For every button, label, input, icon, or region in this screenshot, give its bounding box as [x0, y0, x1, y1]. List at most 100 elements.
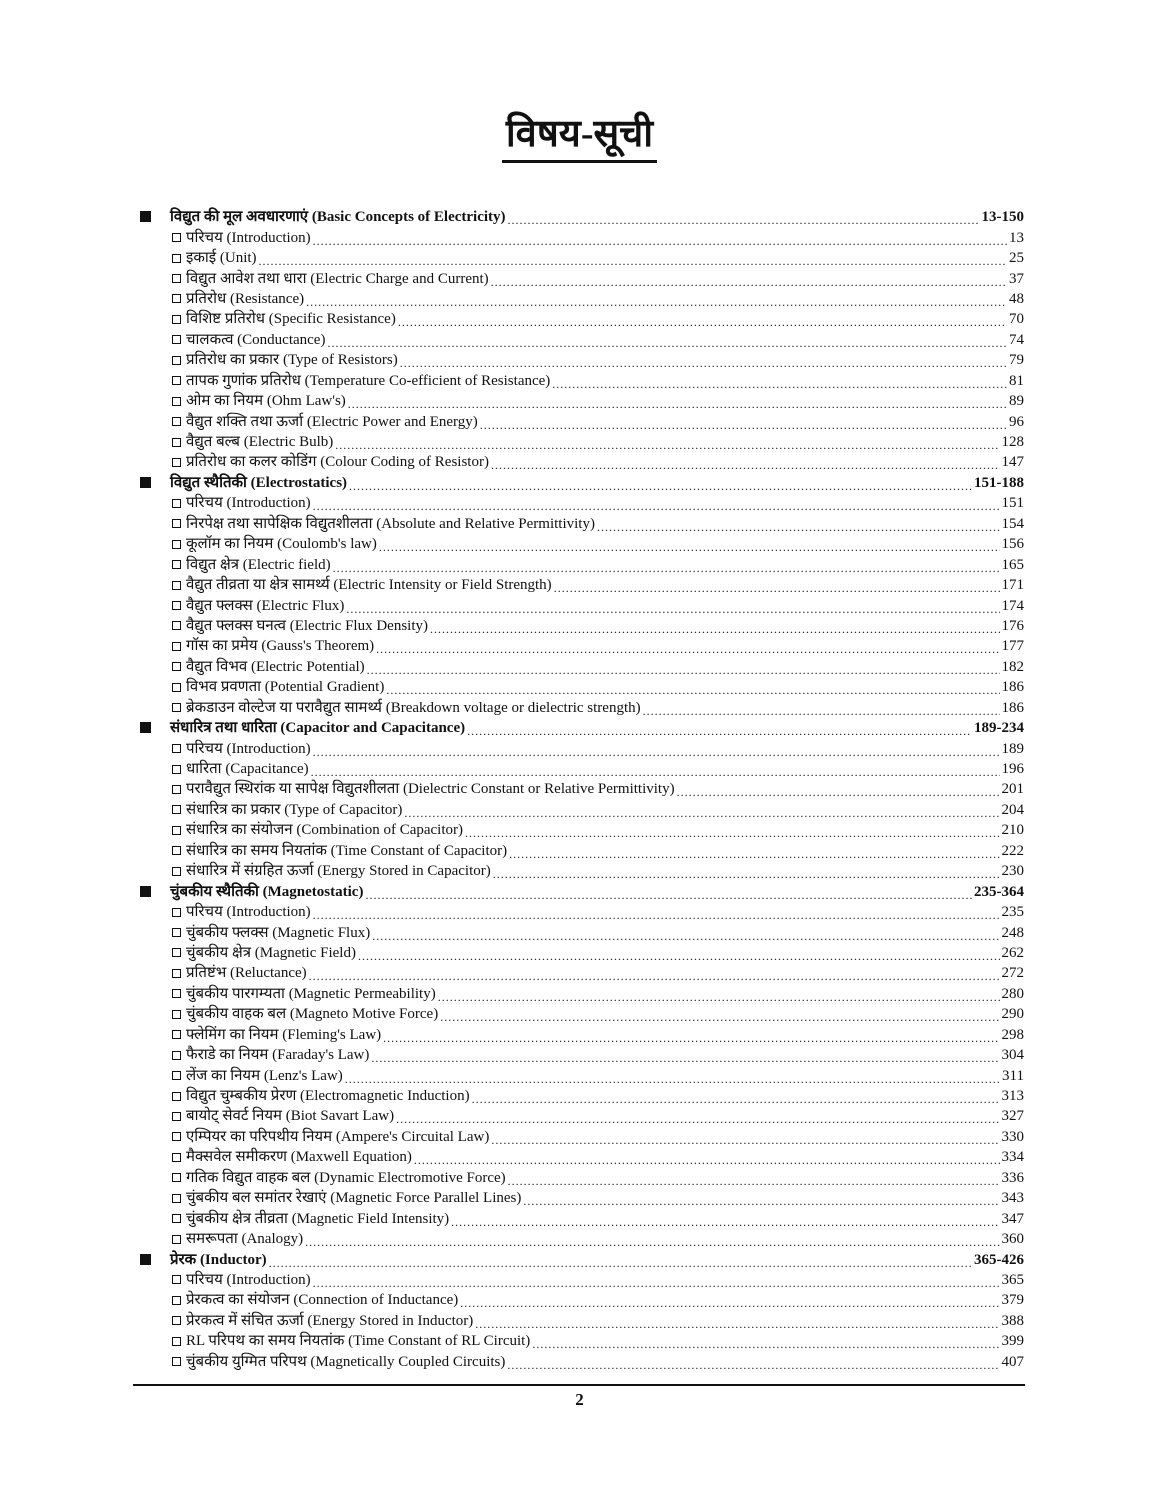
toc-item-row[interactable]: प्रतिरोध का प्रकार (Type of Resistors) 79 — [134, 350, 1024, 370]
toc-item-row[interactable]: परिचय (Introduction) 235 — [134, 902, 1024, 922]
item-page: 156 — [1001, 536, 1025, 553]
toc-item-row[interactable]: परिचय (Introduction) 13 — [134, 227, 1024, 247]
toc-item-row[interactable]: चुंबकीय क्षेत्र तीव्रता (Magnetic Field … — [134, 1208, 1024, 1228]
item-page: 230 — [1001, 863, 1025, 880]
toc-item-row[interactable]: लेंज का नियम (Lenz's Law) 311 — [134, 1065, 1024, 1085]
toc-item-row[interactable]: चुंबकीय पारगम्यता (Magnetic Permeability… — [134, 984, 1024, 1004]
item-page: 343 — [1001, 1190, 1025, 1207]
item-title: विशिष्ट प्रतिरोध (Specific Resistance) — [186, 311, 396, 328]
toc-item-row[interactable]: ओम का नियम (Ohm Law's) 89 — [134, 391, 1024, 411]
item-page: 290 — [1001, 1006, 1025, 1023]
toc-item-row[interactable]: परिचय (Introduction) 151 — [134, 493, 1024, 513]
dot-leader — [367, 660, 1000, 680]
toc-item-row[interactable]: फैराडे का नियम (Faraday's Law) 304 — [134, 1045, 1024, 1065]
toc-item-row[interactable]: संधारित्र का समय नियतांक (Time Constant … — [134, 841, 1024, 861]
dot-leader — [313, 742, 1000, 762]
toc-item-row[interactable]: कूलॉम का नियम (Coulomb's law) 156 — [134, 534, 1024, 554]
item-page: 37 — [1009, 270, 1024, 287]
toc-item-row[interactable]: विद्युत आवेश तथा धारा (Electric Charge a… — [134, 268, 1024, 288]
dot-leader — [358, 946, 1000, 966]
footer-divider — [133, 1384, 1025, 1386]
item-title: प्रेरकत्व में संचित ऊर्जा (Energy Stored… — [186, 1312, 474, 1329]
toc-item-row[interactable]: प्रतिरोध का कलर कोडिंग (Colour Coding of… — [134, 452, 1024, 472]
dot-leader — [386, 680, 999, 700]
toc-item-row[interactable]: चुंबकीय बल समांतर रेखाएं (Magnetic Force… — [134, 1188, 1024, 1208]
toc-item-row[interactable]: गतिक विद्युत वाहक बल (Dynamic Electromot… — [134, 1168, 1024, 1188]
toc-item-row[interactable]: तापक गुणांक प्रतिरोध (Temperature Co-eff… — [134, 371, 1024, 391]
toc-item-row[interactable]: RL परिपथ का समय नियतांक (Time Constant o… — [134, 1331, 1024, 1351]
item-title: वैद्युत तीव्रता या क्षेत्र सामर्थ्य (Ele… — [186, 577, 552, 594]
toc-item-row[interactable]: चुंबकीय क्षेत्र (Magnetic Field) 262 — [134, 943, 1024, 963]
toc-item-row[interactable]: गॉस का प्रमेय (Gauss's Theorem) 177 — [134, 636, 1024, 656]
toc-item-row[interactable]: संधारित्र का प्रकार (Type of Capacitor) 2… — [134, 800, 1024, 820]
section-page-range: 151-188 — [974, 474, 1024, 491]
toc-item-row[interactable]: इकाई (Unit) 25 — [134, 248, 1024, 268]
toc-item-row[interactable]: प्रतिरोध (Resistance) 48 — [134, 289, 1024, 309]
hollow-square-bullet-icon — [172, 805, 181, 815]
item-page: 171 — [1001, 577, 1025, 594]
dot-leader — [508, 1171, 1000, 1191]
item-title: प्रतिरोध का प्रकार (Type of Resistors) — [186, 352, 398, 369]
toc-item-row[interactable]: संधारित्र में संग्रहित ऊर्जा (Energy Sto… — [134, 861, 1024, 881]
toc-item-row[interactable]: बायोट् सेवर्ट नियम (Biot Savart Law) 327 — [134, 1106, 1024, 1126]
hollow-square-bullet-icon — [172, 396, 181, 406]
toc-item-row[interactable]: मैक्सवेल समीकरण (Maxwell Equation) 334 — [134, 1147, 1024, 1167]
toc-item-row[interactable]: प्रेरकत्व का संयोजन (Connection of Induc… — [134, 1290, 1024, 1310]
toc-item-row[interactable]: वैद्युत शक्ति तथा ऊर्जा (Electric Power … — [134, 411, 1024, 431]
item-title: प्रतिष्टंभ (Reluctance) — [186, 965, 307, 982]
dot-leader — [440, 1007, 999, 1027]
toc-item-row[interactable]: एम्पियर का परिपथीय नियम (Ampere's Circui… — [134, 1127, 1024, 1147]
item-title: प्रेरकत्व का संयोजन (Connection of Induc… — [186, 1292, 459, 1309]
toc-item-row[interactable]: परिचय (Introduction) 189 — [134, 738, 1024, 758]
toc-item-row[interactable]: वैद्युत विभव (Electric Potential) 182 — [134, 657, 1024, 677]
toc-item-row[interactable]: परावैद्युत स्थिरांक या सापेक्ष विद्युतशी… — [134, 779, 1024, 799]
hollow-square-bullet-icon — [172, 1111, 181, 1121]
item-page: 334 — [1001, 1149, 1025, 1166]
toc-item-row[interactable]: परिचय (Introduction) 365 — [134, 1270, 1024, 1290]
dot-leader — [372, 926, 999, 946]
toc-item-row[interactable]: चुंबकीय युग्मित परिपथ (Magnetically Coup… — [134, 1352, 1024, 1372]
item-page: 201 — [1001, 781, 1025, 798]
toc-item-row[interactable]: निरपेक्ष तथा सापेक्षिक विद्युतशीलता (Abs… — [134, 514, 1024, 534]
toc-section-row[interactable]: विद्युत स्थैतिकी (Electrostatics) 151-188 — [134, 473, 1024, 493]
item-title: समरूपता (Analogy) — [186, 1231, 304, 1248]
toc-section-row[interactable]: संधारित्र तथा धारिता (Capacitor and Capa… — [134, 718, 1024, 738]
dot-leader — [532, 1334, 999, 1354]
item-page: 13 — [1009, 229, 1024, 246]
item-page: 48 — [1009, 290, 1024, 307]
toc-item-row[interactable]: वैद्युत फ्लक्स घनत्व (Electric Flux Dens… — [134, 616, 1024, 636]
item-title: चुंबकीय युग्मित परिपथ (Magnetically Coup… — [186, 1353, 506, 1370]
toc-item-row[interactable]: प्रेरकत्व में संचित ऊर्जा (Energy Stored… — [134, 1311, 1024, 1331]
toc-section-row[interactable]: प्रेरक (Inductor) 365-426 — [134, 1249, 1024, 1269]
toc-item-row[interactable]: वैद्युत तीव्रता या क्षेत्र सामर्थ्य (Ele… — [134, 575, 1024, 595]
hollow-square-bullet-icon — [172, 417, 181, 427]
item-page: 25 — [1009, 250, 1024, 267]
toc-item-row[interactable]: चालकत्व (Conductance) 74 — [134, 330, 1024, 350]
dot-leader — [383, 1028, 999, 1048]
toc-item-row[interactable]: वैद्युत फ्लक्स (Electric Flux) 174 — [134, 595, 1024, 615]
toc-item-row[interactable]: विद्युत चुम्बकीय प्रेरण (Electromagnetic… — [134, 1086, 1024, 1106]
toc-item-row[interactable]: संधारित्र का संयोजन (Combination of Capa… — [134, 820, 1024, 840]
item-title: गतिक विद्युत वाहक बल (Dynamic Electromot… — [186, 1169, 506, 1186]
dot-leader — [313, 1273, 1000, 1293]
toc-item-row[interactable]: फ्लेमिंग का नियम (Fleming's Law) 298 — [134, 1025, 1024, 1045]
toc-item-row[interactable]: विशिष्ट प्रतिरोध (Specific Resistance) 70 — [134, 309, 1024, 329]
toc-item-row[interactable]: धारिता (Capacitance) 196 — [134, 759, 1024, 779]
hollow-square-bullet-icon — [172, 682, 181, 692]
toc-item-row[interactable]: चुंबकीय फ्लक्स (Magnetic Flux) 248 — [134, 922, 1024, 942]
toc-item-row[interactable]: विभव प्रवणता (Potential Gradient) 186 — [134, 677, 1024, 697]
item-title: गॉस का प्रमेय (Gauss's Theorem) — [186, 638, 375, 655]
toc-item-row[interactable]: ब्रेकडाउन वोल्टेज या परावैद्युत सामर्थ्य… — [134, 698, 1024, 718]
toc-item-row[interactable]: प्रतिष्टंभ (Reluctance) 272 — [134, 963, 1024, 983]
toc-section-row[interactable]: चुंबकीय स्थैतिकी (Magnetostatic) 235-364 — [134, 881, 1024, 901]
dot-leader — [438, 987, 1000, 1007]
toc-item-row[interactable]: विद्युत क्षेत्र (Electric field) 165 — [134, 554, 1024, 574]
toc-section-row[interactable]: विद्युत की मूल अवधारणाएं (Basic Concepts… — [134, 207, 1024, 227]
hollow-square-bullet-icon — [172, 457, 181, 467]
item-title: परिचय (Introduction) — [186, 229, 311, 246]
toc-item-row[interactable]: समरूपता (Analogy) 360 — [134, 1229, 1024, 1249]
toc-item-row[interactable]: वैद्युत बल्ब (Electric Bulb) 128 — [134, 432, 1024, 452]
item-page: 79 — [1009, 352, 1024, 369]
toc-item-row[interactable]: चुंबकीय वाहक बल (Magneto Motive Force) 29… — [134, 1004, 1024, 1024]
dot-leader — [414, 1150, 1000, 1170]
